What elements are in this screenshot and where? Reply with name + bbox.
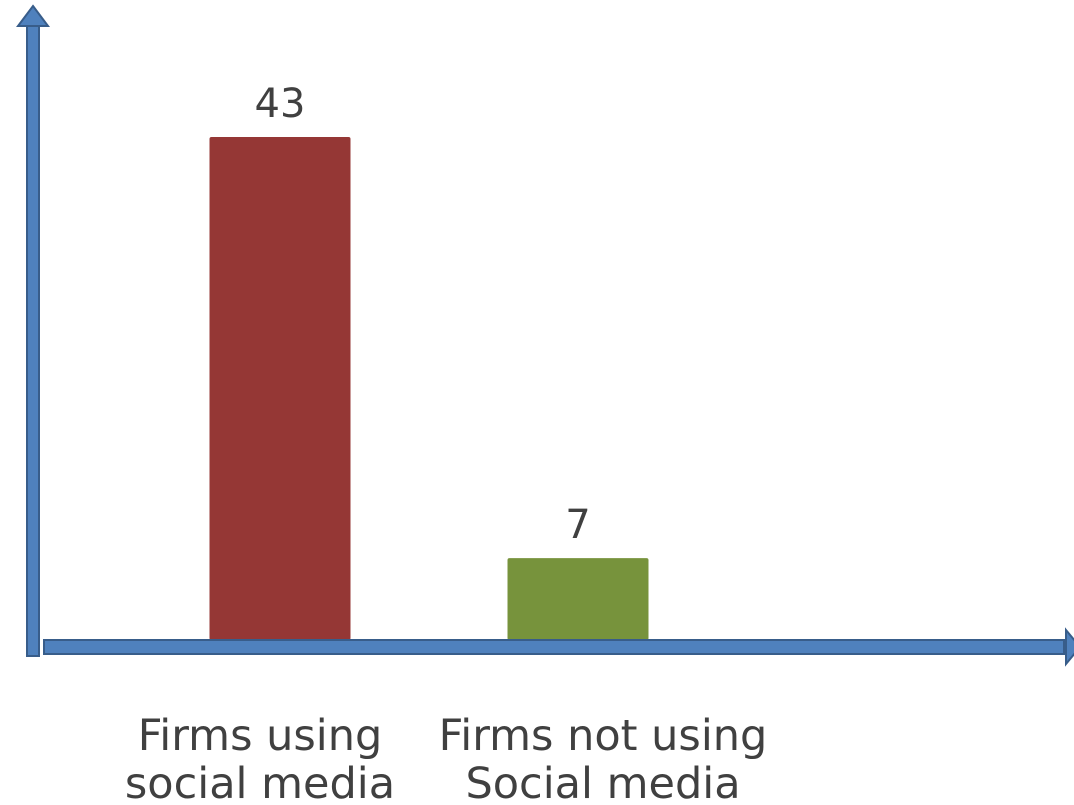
data-label: 7 bbox=[565, 502, 590, 548]
y-axis bbox=[16, 4, 50, 657]
bar bbox=[209, 136, 351, 640]
bar bbox=[507, 558, 649, 640]
x-axis bbox=[43, 627, 1074, 667]
y-axis-arrow bbox=[16, 4, 50, 27]
x-axis-arrow bbox=[1065, 627, 1074, 667]
x-tick-label: Firms not using Social media bbox=[438, 711, 768, 805]
data-label: 43 bbox=[255, 81, 306, 127]
y-axis-line bbox=[26, 23, 40, 657]
x-axis-line bbox=[43, 639, 1065, 655]
x-tick-label: Firms using social media bbox=[124, 711, 396, 805]
